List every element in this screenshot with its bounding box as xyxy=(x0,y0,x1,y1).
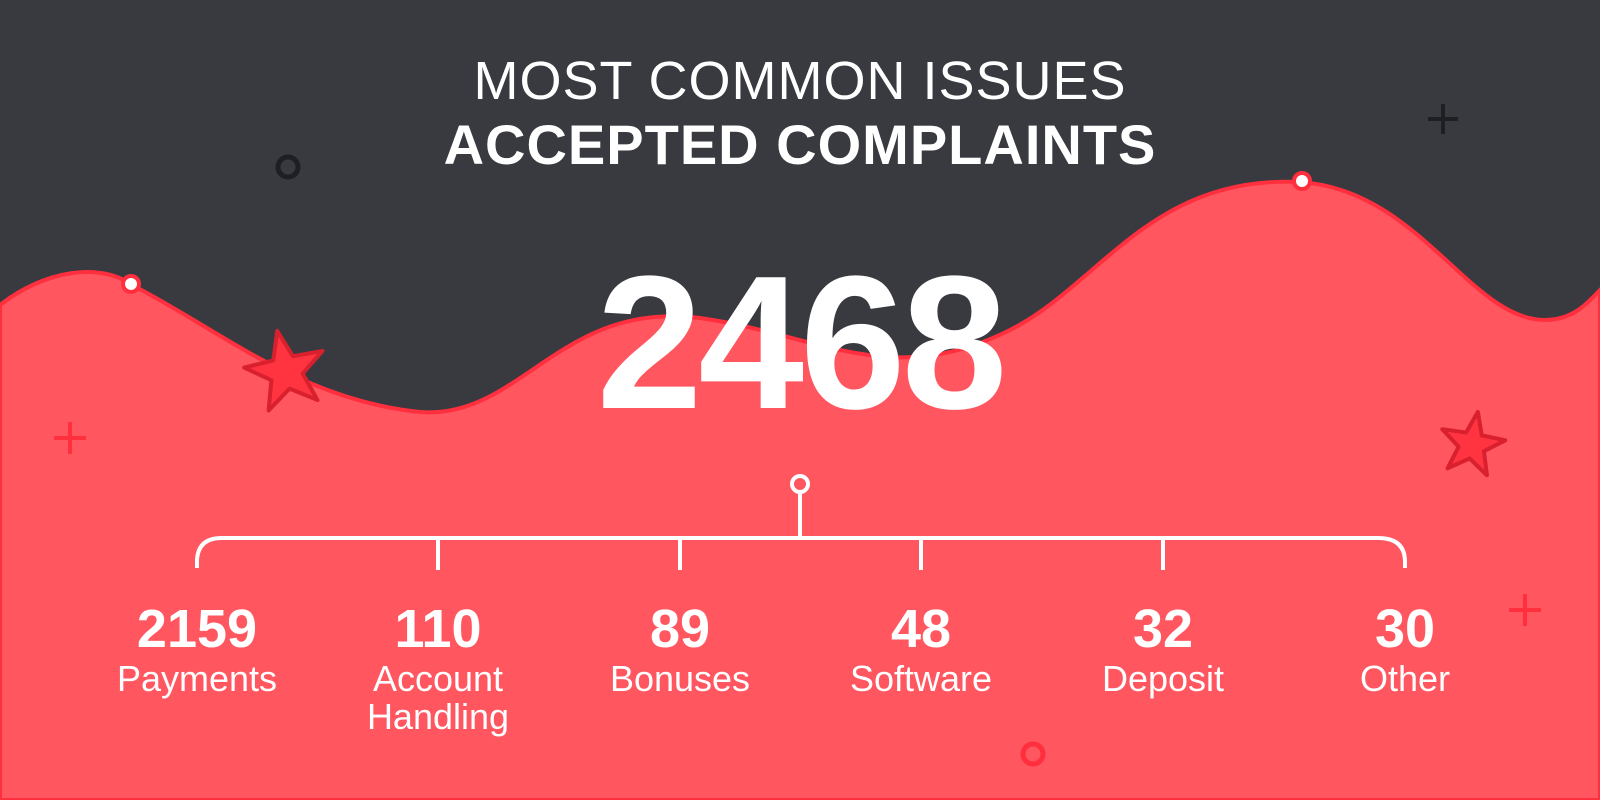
star-icon xyxy=(1440,409,1508,478)
category-account-handling: 110 Account Handling xyxy=(338,602,538,736)
category-payments: 2159 Payments xyxy=(87,602,307,698)
category-count: 110 xyxy=(394,599,482,659)
total-count: 2468 xyxy=(596,237,1008,449)
category-label: Account Handling xyxy=(366,658,510,737)
category-deposit: 32 Deposit xyxy=(1053,602,1273,698)
heading-subtitle: ACCEPTED COMPLAINTS xyxy=(443,113,1157,176)
circle-outline-icon xyxy=(275,154,301,180)
category-software: 48 Software xyxy=(811,602,1031,698)
category-count: 89 xyxy=(649,599,711,659)
category-count: 32 xyxy=(1132,599,1194,659)
bracket-connector xyxy=(195,492,1407,570)
category-label: Payments xyxy=(116,658,278,699)
wave-marker-right xyxy=(1292,171,1312,191)
category-label: Bonuses xyxy=(609,658,751,699)
plus-icon xyxy=(1509,594,1541,626)
wave-marker-left xyxy=(121,274,141,294)
category-count: 2159 xyxy=(136,599,258,659)
star-icon xyxy=(242,328,325,413)
category-count: 30 xyxy=(1374,599,1436,659)
circle-outline-icon xyxy=(1020,741,1046,767)
category-bonuses: 89 Bonuses xyxy=(570,602,790,698)
category-label: Software xyxy=(849,658,993,699)
category-count: 48 xyxy=(890,599,952,659)
bracket-node xyxy=(790,474,810,494)
plus-icon xyxy=(1428,104,1458,134)
category-other: 30 Other xyxy=(1315,602,1495,698)
heading-title: MOST COMMON ISSUES xyxy=(473,51,1127,111)
plus-icon xyxy=(54,422,86,454)
category-label: Deposit xyxy=(1101,658,1225,699)
category-label: Other xyxy=(1359,658,1451,699)
